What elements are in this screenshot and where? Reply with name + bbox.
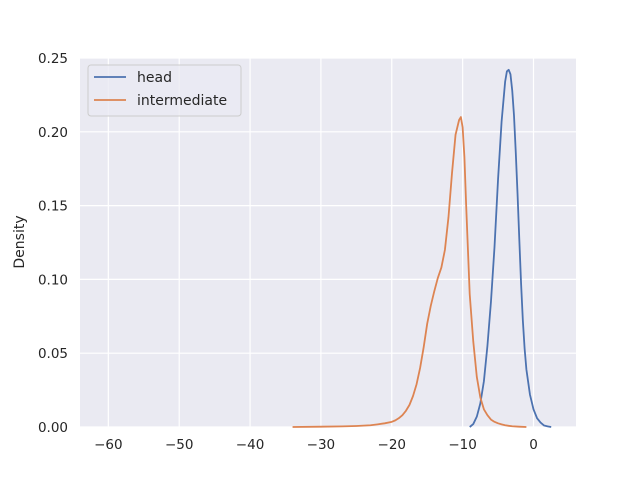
x-tick-label: −60 xyxy=(94,437,123,453)
plot-area xyxy=(80,58,576,427)
y-tick-label: 0.05 xyxy=(38,346,68,362)
x-tick-label: −50 xyxy=(165,437,194,453)
legend: head intermediate xyxy=(87,64,242,117)
x-axis-ticks: −60 −50 −40 −30 −20 −10 0 xyxy=(94,437,538,453)
y-tick-label: 0.20 xyxy=(38,125,68,141)
y-tick-label: 0.15 xyxy=(38,199,68,215)
legend-box xyxy=(87,64,242,117)
x-tick-label: −20 xyxy=(378,437,407,453)
x-tick-label: −30 xyxy=(307,437,336,453)
y-axis-label: Density xyxy=(12,215,28,268)
x-tick-label: 0 xyxy=(529,437,538,453)
x-tick-label: −10 xyxy=(448,437,477,453)
y-tick-label: 0.10 xyxy=(38,272,68,288)
grid-lines xyxy=(80,57,576,428)
series-line-intermediate xyxy=(292,116,527,428)
legend-label-head: head xyxy=(137,70,172,86)
legend-label-intermediate: intermediate xyxy=(137,93,227,109)
series-layer xyxy=(292,68,552,428)
x-tick-label: −40 xyxy=(236,437,265,453)
y-axis-ticks: 0.00 0.05 0.10 0.15 0.20 0.25 xyxy=(38,51,68,436)
y-tick-label: 0.25 xyxy=(38,51,68,67)
series-line-head xyxy=(469,68,552,428)
y-tick-label: 0.00 xyxy=(38,420,68,436)
